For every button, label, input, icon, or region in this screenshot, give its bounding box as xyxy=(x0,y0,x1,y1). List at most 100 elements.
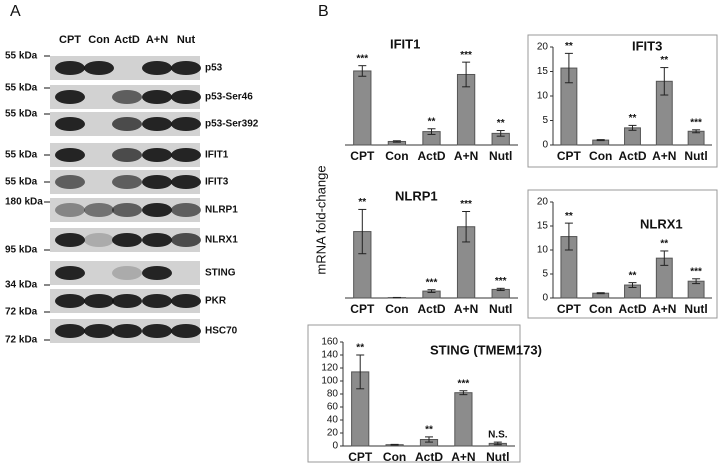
blot-band xyxy=(55,117,85,131)
chart-frame xyxy=(527,34,718,168)
blot-band xyxy=(55,148,85,162)
x-tick-label: CPT xyxy=(348,450,373,464)
blot-band xyxy=(171,324,201,338)
marker-label: 55 kDa xyxy=(5,51,38,62)
significance-label: ** xyxy=(428,116,436,127)
blot-band xyxy=(55,203,85,217)
blot-band xyxy=(171,175,201,189)
y-tick-label: 10 xyxy=(537,91,549,102)
chart-title: NLRP1 xyxy=(395,188,438,203)
blot-band xyxy=(84,294,114,308)
x-tick-label: ActD xyxy=(417,302,445,316)
blot-band xyxy=(142,175,172,189)
blot-band xyxy=(142,233,172,247)
significance-label: *** xyxy=(460,199,472,210)
y-tick-label: 15 xyxy=(537,221,549,232)
x-tick-label: Con xyxy=(385,149,408,163)
blot-row-label: NLRP1 xyxy=(205,205,238,216)
y-tick-label: 0 xyxy=(542,140,548,151)
x-tick-label: Nutl xyxy=(486,450,509,464)
y-tick-label: 0 xyxy=(542,293,548,304)
significance-label: ** xyxy=(497,118,505,129)
x-tick-label: Con xyxy=(383,450,406,464)
x-tick-label: Nutl xyxy=(489,149,512,163)
y-tick-label: 60 xyxy=(327,402,339,413)
panel-label: A xyxy=(10,3,21,20)
blot-band xyxy=(112,117,142,131)
blot-band xyxy=(142,203,172,217)
y-tick-label: 5 xyxy=(542,115,548,126)
y-tick-label: 20 xyxy=(327,428,339,439)
blot-band xyxy=(142,61,172,75)
y-tick-label: 0 xyxy=(332,441,338,452)
y-tick-label: 160 xyxy=(321,337,338,348)
x-tick-label: Con xyxy=(589,302,612,316)
blot-band xyxy=(142,294,172,308)
blot-band xyxy=(112,266,142,280)
blot-band xyxy=(142,324,172,338)
x-tick-label: A+N xyxy=(451,450,475,464)
significance-label: ** xyxy=(660,239,668,250)
x-tick-label: Nutl xyxy=(684,149,707,163)
blot-band xyxy=(55,175,85,189)
chart-frame xyxy=(527,189,718,319)
x-tick-label: CPT xyxy=(350,302,375,316)
panel-label: B xyxy=(318,3,329,20)
blot-band xyxy=(142,90,172,104)
blot-row-label: PKR xyxy=(205,296,227,307)
lane-label: CPT xyxy=(59,34,81,46)
bar xyxy=(353,70,372,146)
x-tick-label: ActD xyxy=(415,450,443,464)
chart-title: IFIT3 xyxy=(632,38,662,53)
lane-label: Con xyxy=(88,34,110,46)
x-tick-label: CPT xyxy=(557,149,582,163)
significance-label: *** xyxy=(690,117,702,128)
blot-band xyxy=(171,233,201,247)
blot-band xyxy=(112,175,142,189)
significance-label: ** xyxy=(660,55,668,66)
significance-label: ** xyxy=(356,343,364,354)
y-axis-label: mRNA fold-change xyxy=(313,165,328,274)
x-tick-label: CPT xyxy=(350,149,375,163)
y-tick-label: 10 xyxy=(537,245,549,256)
blot-row-label: HSC70 xyxy=(205,326,238,337)
significance-label: N.S. xyxy=(488,430,508,441)
blot-band xyxy=(112,233,142,247)
x-tick-label: ActD xyxy=(417,149,445,163)
marker-label: 55 kDa xyxy=(5,83,38,94)
lane-label: Nut xyxy=(177,34,196,46)
significance-label: *** xyxy=(356,53,368,64)
marker-label: 34 kDa xyxy=(5,280,38,291)
blot-band xyxy=(112,148,142,162)
significance-label: *** xyxy=(690,266,702,277)
blot-row-label: NLRX1 xyxy=(205,235,238,246)
chart-title: STING (TMEM173) xyxy=(430,342,542,357)
blot-band xyxy=(171,61,201,75)
blot-row-label: STING xyxy=(205,268,236,279)
significance-label: ** xyxy=(629,113,637,124)
blot-band xyxy=(84,61,114,75)
significance-label: *** xyxy=(460,50,472,61)
x-tick-label: Nutl xyxy=(489,302,512,316)
significance-label: ** xyxy=(425,425,433,436)
y-tick-label: 15 xyxy=(537,66,549,77)
y-tick-label: 100 xyxy=(321,376,338,387)
x-tick-label: A+N xyxy=(652,302,676,316)
blot-band xyxy=(171,203,201,217)
x-tick-label: ActD xyxy=(618,302,646,316)
blot-band xyxy=(55,233,85,247)
marker-label: 180 kDa xyxy=(5,197,43,208)
marker-label: 55 kDa xyxy=(5,150,38,161)
x-tick-label: A+N xyxy=(454,149,478,163)
blot-band xyxy=(142,148,172,162)
significance-label: ** xyxy=(565,41,573,52)
chart-title: NLRX1 xyxy=(640,216,683,231)
chart-frame xyxy=(307,324,521,463)
blot-band xyxy=(55,294,85,308)
y-tick-label: 120 xyxy=(321,363,338,374)
blot-row-label: p53 xyxy=(205,63,223,74)
significance-label: ** xyxy=(565,211,573,222)
x-tick-label: CPT xyxy=(557,302,582,316)
y-tick-label: 20 xyxy=(537,197,549,208)
